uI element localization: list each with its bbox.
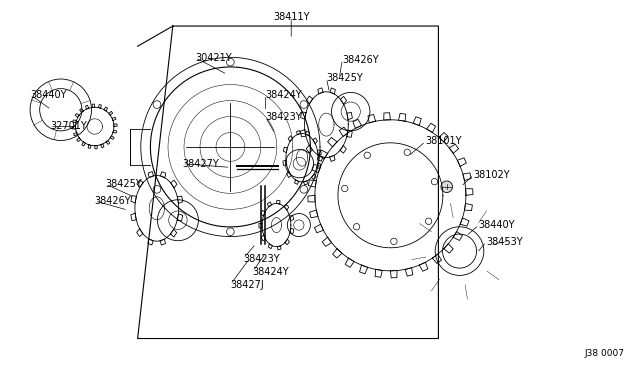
Text: 38427Y: 38427Y <box>182 159 219 169</box>
Text: 38425Y: 38425Y <box>106 179 142 189</box>
Text: J38 0007: J38 0007 <box>584 349 624 358</box>
Text: 38440Y: 38440Y <box>479 220 515 230</box>
Text: 38101Y: 38101Y <box>426 137 462 146</box>
Text: 38440Y: 38440Y <box>31 90 67 100</box>
Text: 38426Y: 38426Y <box>95 196 131 206</box>
Text: 38426Y: 38426Y <box>342 55 379 64</box>
Text: 38102Y: 38102Y <box>474 170 510 180</box>
Text: 38427J: 38427J <box>230 280 264 289</box>
Text: 32701Y: 32701Y <box>50 122 86 131</box>
Text: 38424Y: 38424Y <box>266 90 302 100</box>
Text: 38411Y: 38411Y <box>273 12 310 22</box>
Text: 38424Y: 38424Y <box>253 267 289 276</box>
Ellipse shape <box>441 181 452 192</box>
Text: 38453Y: 38453Y <box>486 237 523 247</box>
Text: 38425Y: 38425Y <box>326 73 363 83</box>
Text: 30421Y: 30421Y <box>195 53 232 62</box>
Text: 38423Y: 38423Y <box>266 112 302 122</box>
Text: 38423Y: 38423Y <box>243 254 280 263</box>
